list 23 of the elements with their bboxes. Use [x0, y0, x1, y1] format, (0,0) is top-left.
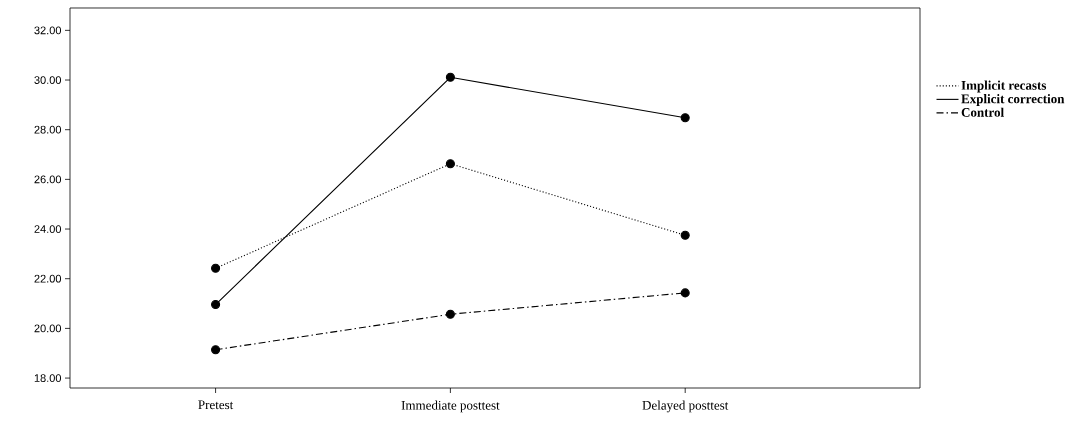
y-tick-label: 30.00 [34, 76, 62, 84]
y-tick-label: 24.00 [34, 225, 62, 233]
point [680, 113, 690, 123]
y-tick-label: 18.00 [34, 374, 62, 382]
x-tick-label: Immediate posttest [401, 400, 500, 413]
legend-label: Explicit correction [961, 94, 1065, 106]
legend-label: Implicit recasts [961, 80, 1047, 93]
point [445, 159, 455, 169]
point [445, 309, 455, 319]
point [211, 345, 221, 355]
x-tick-label: Delayed posttest [642, 400, 729, 413]
point [211, 263, 221, 273]
point [445, 72, 455, 82]
point [211, 300, 221, 310]
point [680, 230, 690, 240]
y-tick-label: 26.00 [34, 175, 62, 184]
y-tick-label: 32.00 [34, 26, 62, 35]
point [680, 288, 690, 298]
y-tick-label: 20.00 [34, 324, 62, 333]
legend-label: Control [961, 107, 1004, 117]
y-tick-label: 28.00 [34, 125, 62, 134]
y-tick-label: 22.00 [34, 274, 62, 283]
x-tick-label: Pretest [198, 400, 234, 410]
